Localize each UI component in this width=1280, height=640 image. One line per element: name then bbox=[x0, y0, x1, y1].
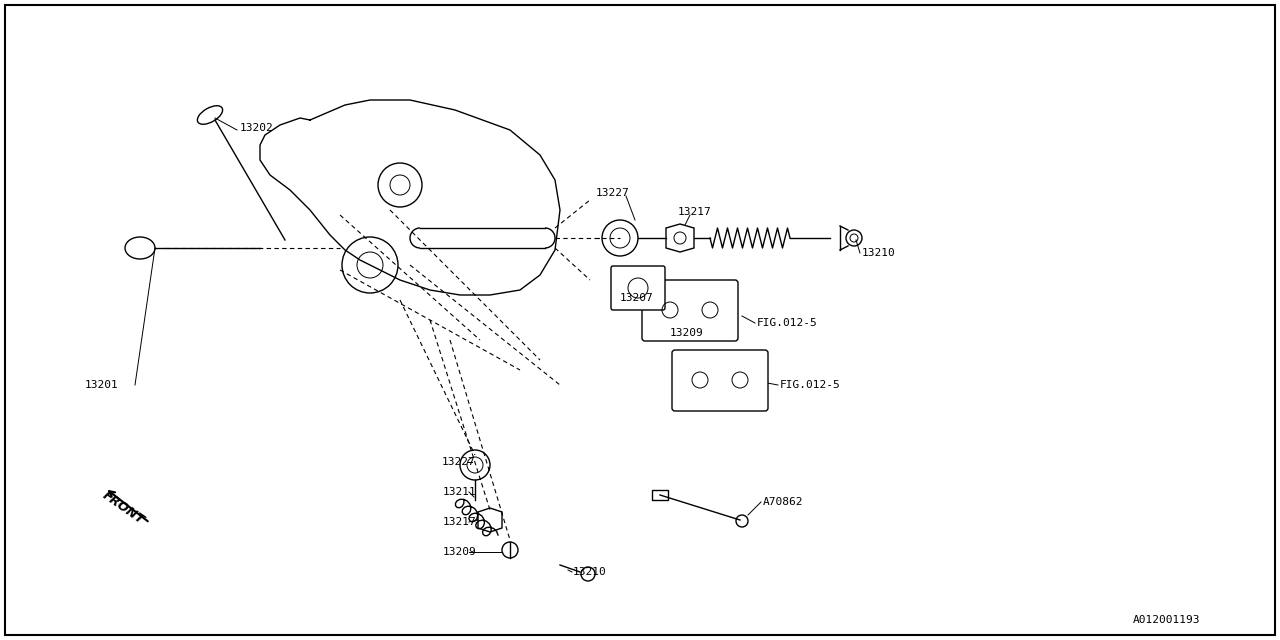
Text: 13227: 13227 bbox=[442, 457, 476, 467]
Text: A70862: A70862 bbox=[763, 497, 804, 507]
FancyBboxPatch shape bbox=[611, 266, 666, 310]
Text: 13209: 13209 bbox=[443, 547, 476, 557]
Text: 13207: 13207 bbox=[620, 293, 654, 303]
Text: 13209: 13209 bbox=[669, 328, 704, 338]
Ellipse shape bbox=[200, 108, 220, 122]
Text: FIG.012-5: FIG.012-5 bbox=[756, 318, 818, 328]
Text: 13211: 13211 bbox=[443, 487, 476, 497]
FancyBboxPatch shape bbox=[643, 280, 739, 341]
Text: 13202: 13202 bbox=[241, 123, 274, 133]
Text: 13217: 13217 bbox=[678, 207, 712, 217]
Text: 13201: 13201 bbox=[84, 380, 119, 390]
Text: 13217: 13217 bbox=[443, 517, 476, 527]
Text: FIG.012-5: FIG.012-5 bbox=[780, 380, 841, 390]
Text: A012001193: A012001193 bbox=[1133, 615, 1201, 625]
Ellipse shape bbox=[127, 239, 154, 257]
Text: 13210: 13210 bbox=[861, 248, 896, 258]
Text: 13210: 13210 bbox=[573, 567, 607, 577]
FancyBboxPatch shape bbox=[672, 350, 768, 411]
Text: 13227: 13227 bbox=[596, 188, 630, 198]
Text: FRONT: FRONT bbox=[100, 489, 146, 527]
